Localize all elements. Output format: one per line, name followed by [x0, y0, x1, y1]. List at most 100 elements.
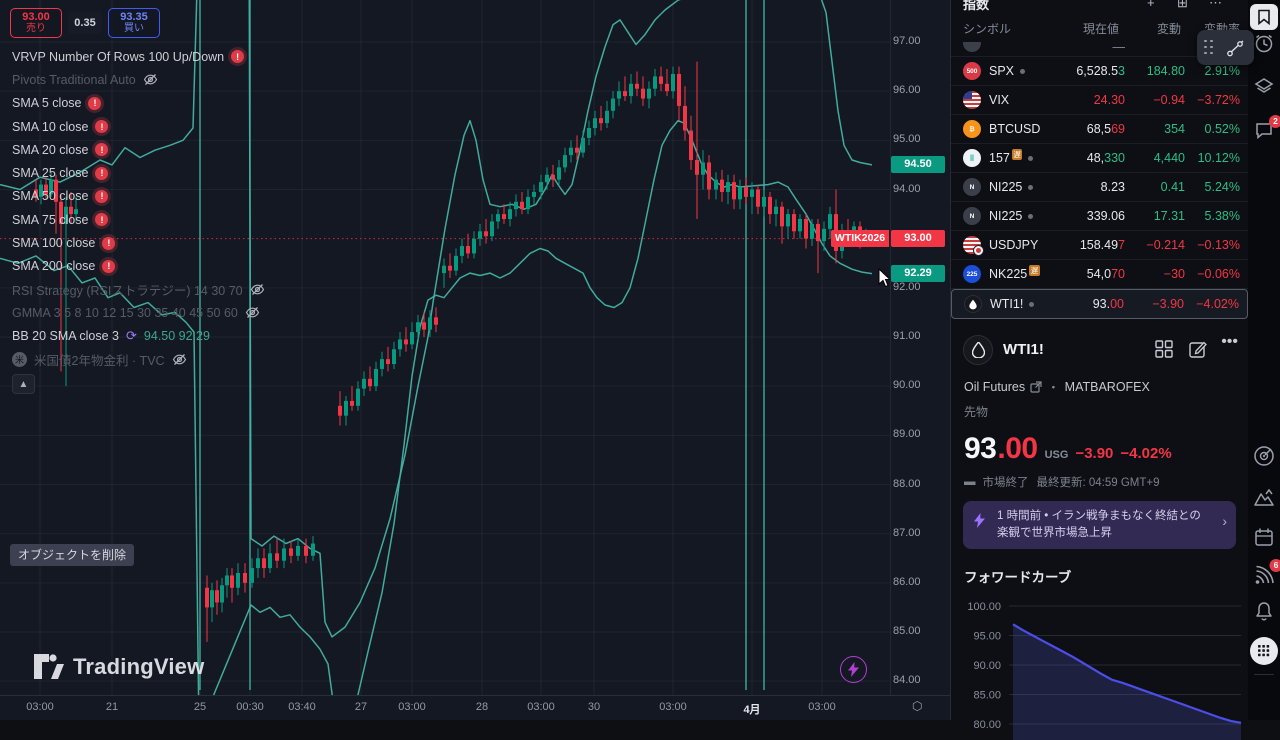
time-tick[interactable]: 28: [476, 701, 488, 713]
time-tick[interactable]: 03:00: [26, 701, 54, 713]
svg-text:80.00: 80.00: [973, 719, 1001, 731]
legend-label: GMMA 3 5 8 10 12 15 30 35 40 45 50 60: [12, 306, 238, 320]
delete-object-tooltip[interactable]: オブジェクトを削除: [10, 544, 134, 566]
drawing-tool-floating-widget[interactable]: [1197, 30, 1254, 65]
detail-price-int: 93: [964, 432, 996, 466]
layout-icon[interactable]: ⊞: [1177, 0, 1188, 11]
time-tick[interactable]: 03:00: [398, 701, 426, 713]
eye-off-icon[interactable]: [250, 282, 265, 297]
time-tick[interactable]: 03:00: [527, 701, 555, 713]
symbol-logo: 500: [963, 62, 981, 80]
grid-view-icon[interactable]: [1154, 339, 1174, 359]
calendar-icon[interactable]: [1253, 526, 1275, 553]
legend-item[interactable]: SMA 75 close!: [12, 208, 265, 231]
sell-button[interactable]: 93.00 売り: [10, 8, 62, 38]
column-change[interactable]: 変動: [1157, 20, 1181, 37]
error-icon[interactable]: !: [95, 167, 108, 180]
legend-item[interactable]: SMA 5 close!: [12, 92, 265, 115]
detail-exchange[interactable]: MATBAROFEX: [1065, 380, 1150, 394]
error-icon[interactable]: !: [231, 50, 244, 63]
watchlist-icon[interactable]: [1250, 4, 1278, 30]
legend-item[interactable]: SMA 25 close!: [12, 161, 265, 184]
watchlist-row-WTI1![interactable]: WTI1!93.00−3.90−4.02%: [951, 289, 1248, 319]
eye-off-icon[interactable]: [172, 352, 187, 367]
time-tick[interactable]: 25: [194, 701, 206, 713]
error-icon[interactable]: !: [95, 143, 108, 156]
trendline-tool-icon[interactable]: [1225, 37, 1247, 59]
external-link-icon[interactable]: [1030, 381, 1042, 393]
time-axis[interactable]: 03:00 21 25 00:30 03:40 27 03:00 28 03:00 30 03:00…: [0, 695, 950, 720]
legend-collapse-button[interactable]: ▲: [12, 374, 35, 394]
time-tick[interactable]: 4月: [743, 701, 760, 717]
legend-item[interactable]: 米米国債2年物金利 · TVC: [12, 348, 265, 371]
legend-item[interactable]: Pivots Traditional Auto: [12, 68, 265, 91]
layers-icon[interactable]: [1253, 76, 1275, 103]
time-tick[interactable]: 03:00: [808, 701, 836, 713]
legend-item[interactable]: RSI Strategy (RSIストラテジー) 14 30 70: [12, 278, 265, 301]
legend-item[interactable]: SMA 50 close!: [12, 185, 265, 208]
column-symbol[interactable]: シンボル: [963, 20, 1011, 37]
error-icon[interactable]: !: [102, 260, 115, 273]
row-change-pct: 5.38%: [1205, 209, 1240, 223]
time-tick[interactable]: 03:00: [659, 701, 687, 713]
flash-alert-button[interactable]: [840, 656, 867, 683]
usdjpy-flags-icon: [963, 236, 981, 254]
time-tick[interactable]: 03:40: [288, 701, 316, 713]
series-price-label: WTIK2026: [831, 230, 889, 247]
legend-label: SMA 25 close: [12, 166, 88, 180]
streams-icon[interactable]: 6: [1253, 564, 1276, 592]
eye-off-icon[interactable]: [143, 72, 158, 87]
ideas-icon[interactable]: [1252, 486, 1276, 515]
edit-note-icon[interactable]: [1188, 339, 1208, 359]
legend-item[interactable]: SMA 10 close!: [12, 115, 265, 138]
row-value: 93.00: [1093, 297, 1124, 311]
error-icon[interactable]: !: [95, 120, 108, 133]
alerts-clock-icon[interactable]: [1253, 33, 1275, 60]
error-icon[interactable]: !: [95, 190, 108, 203]
time-tick[interactable]: 21: [106, 701, 118, 713]
symbol-logo: ‖: [963, 149, 981, 167]
radar-icon[interactable]: [1252, 444, 1276, 473]
price-tick: 95.00: [893, 133, 943, 145]
row-symbol: VIX: [989, 93, 1009, 107]
time-tick[interactable]: 27: [355, 701, 367, 713]
legend-item[interactable]: BB 20 SMA close 3⟳94.50 92.29: [12, 325, 265, 348]
legend-values: 94.50 92.29: [144, 329, 210, 343]
notifications-icon[interactable]: [1253, 600, 1275, 627]
price-tick: 97.00: [893, 35, 943, 47]
detail-more-icon[interactable]: •••: [1221, 333, 1238, 351]
error-icon[interactable]: !: [102, 237, 115, 250]
legend-item[interactable]: VRVP Number Of Rows 100 Up/Down!: [12, 45, 265, 68]
error-icon[interactable]: !: [88, 97, 101, 110]
axis-settings-gear-icon[interactable]: ⬡: [912, 699, 922, 713]
more-menu-icon[interactable]: ⋯: [1209, 0, 1222, 11]
legend-item[interactable]: SMA 20 close!: [12, 138, 265, 161]
legend-item[interactable]: GMMA 3 5 8 10 12 15 30 35 40 45 50 60: [12, 301, 265, 324]
row-symbol: BTCUSD: [989, 122, 1040, 136]
us-flag-icon: [963, 91, 981, 109]
apps-icon[interactable]: [1249, 636, 1279, 671]
time-tick[interactable]: 30: [588, 701, 600, 713]
drag-handle-icon[interactable]: [1204, 40, 1214, 56]
eye-off-icon[interactable]: [245, 305, 260, 320]
detail-market[interactable]: Oil Futures: [964, 380, 1025, 394]
column-value[interactable]: 現在値: [1083, 20, 1119, 37]
legend-item[interactable]: SMA 200 close!: [12, 255, 265, 278]
news-banner[interactable]: 1 時間前 • イラン戦争まもなく終結との楽観で世界市場急上昇 ›: [963, 501, 1236, 549]
add-symbol-icon[interactable]: +: [1147, 0, 1155, 10]
legend-item[interactable]: SMA 100 close!: [12, 231, 265, 254]
buy-button[interactable]: 93.35 買い: [108, 8, 160, 38]
chat-icon[interactable]: 2: [1253, 120, 1275, 147]
tradingview-logo[interactable]: TradingView: [34, 654, 204, 680]
time-tick[interactable]: 00:30: [236, 701, 264, 713]
error-icon[interactable]: !: [95, 213, 108, 226]
